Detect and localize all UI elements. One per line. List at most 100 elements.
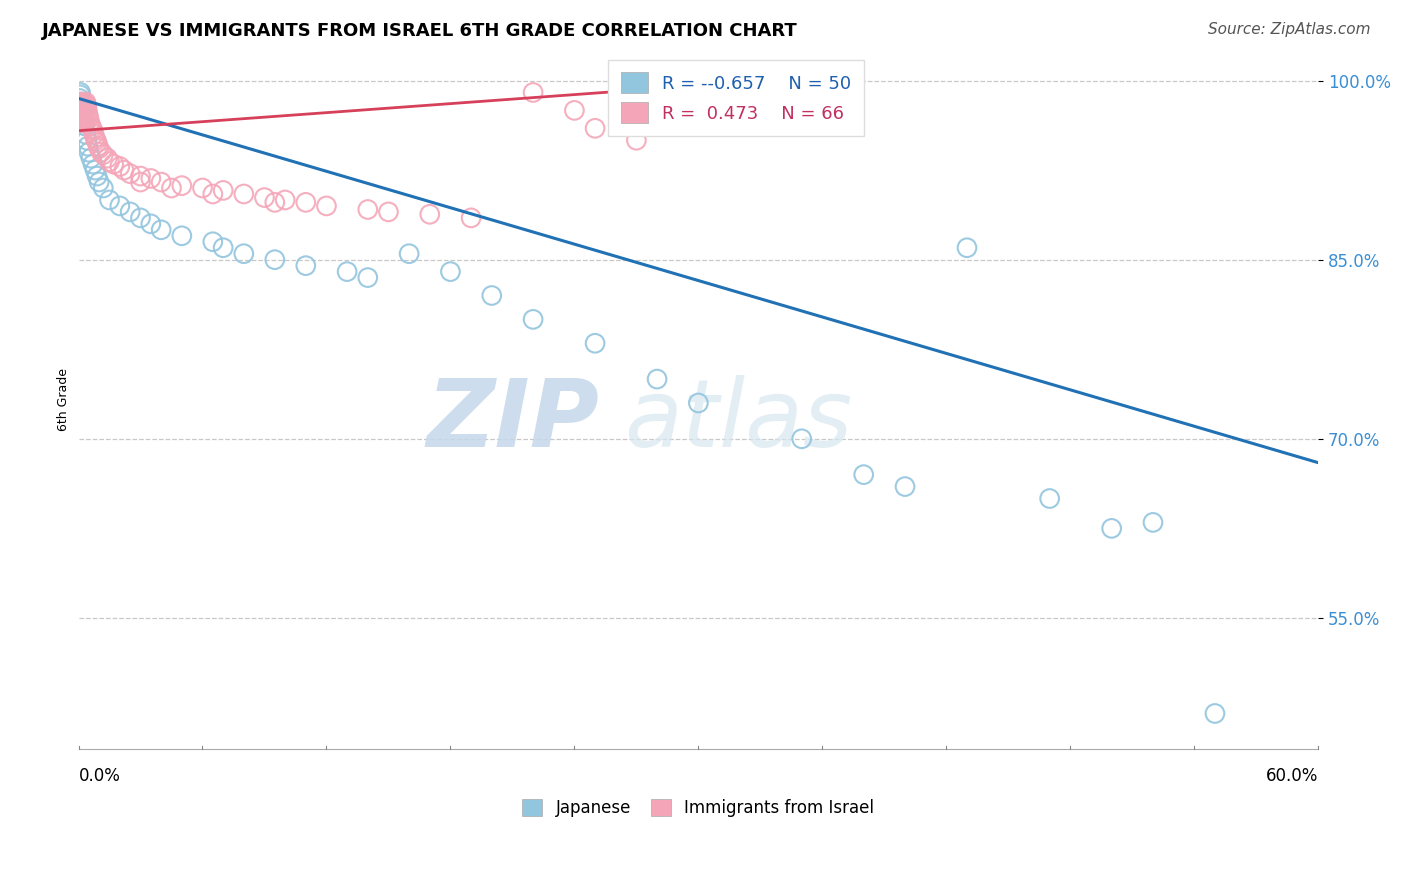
Point bbox=[129, 211, 152, 225]
Point bbox=[460, 211, 482, 225]
Point bbox=[201, 186, 224, 201]
Point bbox=[419, 207, 441, 221]
Point bbox=[82, 124, 104, 138]
Point bbox=[69, 87, 91, 102]
Text: Source: ZipAtlas.com: Source: ZipAtlas.com bbox=[1208, 22, 1371, 37]
Point bbox=[522, 312, 544, 326]
Point bbox=[160, 181, 183, 195]
Point bbox=[170, 178, 193, 193]
Point bbox=[91, 147, 114, 161]
Point bbox=[70, 95, 93, 109]
Point bbox=[76, 139, 98, 153]
Point bbox=[139, 217, 162, 231]
Point bbox=[75, 97, 97, 112]
Point bbox=[76, 107, 98, 121]
Point bbox=[89, 175, 111, 189]
Point bbox=[120, 167, 142, 181]
Point bbox=[645, 372, 668, 386]
Point bbox=[626, 133, 648, 147]
Point bbox=[98, 154, 121, 169]
Point bbox=[1204, 706, 1226, 721]
Point bbox=[73, 115, 96, 129]
Point bbox=[73, 100, 96, 114]
Point bbox=[103, 157, 125, 171]
Point bbox=[76, 100, 98, 114]
Point bbox=[70, 95, 93, 109]
Point bbox=[72, 107, 94, 121]
Point bbox=[790, 432, 813, 446]
Point bbox=[70, 103, 93, 118]
Point bbox=[84, 163, 107, 178]
Point bbox=[263, 195, 285, 210]
Point bbox=[75, 128, 97, 142]
Point bbox=[69, 86, 91, 100]
Point bbox=[77, 112, 100, 126]
Point bbox=[357, 270, 380, 285]
Point bbox=[377, 205, 399, 219]
Point bbox=[70, 109, 93, 123]
Point bbox=[73, 119, 96, 133]
Point bbox=[336, 264, 359, 278]
Text: JAPANESE VS IMMIGRANTS FROM ISRAEL 6TH GRADE CORRELATION CHART: JAPANESE VS IMMIGRANTS FROM ISRAEL 6TH G… bbox=[42, 22, 799, 40]
Legend: Japanese, Immigrants from Israel: Japanese, Immigrants from Israel bbox=[516, 793, 882, 824]
Point bbox=[72, 112, 94, 126]
Point bbox=[1142, 516, 1164, 530]
Point bbox=[398, 246, 420, 260]
Point bbox=[69, 97, 91, 112]
Point bbox=[70, 100, 93, 114]
Point bbox=[73, 112, 96, 126]
Point bbox=[956, 241, 979, 255]
Text: ZIP: ZIP bbox=[426, 375, 599, 467]
Point bbox=[315, 199, 337, 213]
Point bbox=[86, 169, 108, 183]
Point bbox=[522, 86, 544, 100]
Point bbox=[69, 100, 91, 114]
Point bbox=[294, 259, 316, 273]
Point bbox=[69, 103, 91, 118]
Point bbox=[583, 336, 606, 351]
Point bbox=[263, 252, 285, 267]
Point bbox=[83, 128, 105, 142]
Point bbox=[73, 107, 96, 121]
Point bbox=[274, 193, 297, 207]
Point bbox=[89, 142, 111, 156]
Point bbox=[80, 151, 103, 165]
Point bbox=[1101, 521, 1123, 535]
Point bbox=[73, 109, 96, 123]
Point bbox=[852, 467, 875, 482]
Point bbox=[90, 145, 112, 160]
Point bbox=[253, 190, 276, 204]
Point bbox=[70, 97, 93, 112]
Point bbox=[150, 223, 173, 237]
Point bbox=[80, 121, 103, 136]
Y-axis label: 6th Grade: 6th Grade bbox=[58, 368, 70, 432]
Point bbox=[72, 109, 94, 123]
Point bbox=[82, 157, 104, 171]
Point bbox=[1039, 491, 1062, 506]
Point bbox=[191, 181, 214, 195]
Point bbox=[76, 103, 98, 118]
Point bbox=[69, 109, 91, 123]
Point bbox=[76, 133, 98, 147]
Point bbox=[150, 175, 173, 189]
Point bbox=[72, 112, 94, 126]
Point bbox=[294, 195, 316, 210]
Point bbox=[201, 235, 224, 249]
Point bbox=[120, 205, 142, 219]
Point bbox=[70, 107, 93, 121]
Text: 0.0%: 0.0% bbox=[79, 767, 121, 785]
Point bbox=[98, 193, 121, 207]
Point bbox=[86, 136, 108, 150]
Point bbox=[77, 145, 100, 160]
Point bbox=[688, 396, 710, 410]
Text: 60.0%: 60.0% bbox=[1265, 767, 1319, 785]
Point bbox=[77, 109, 100, 123]
Point bbox=[232, 246, 254, 260]
Point bbox=[129, 169, 152, 183]
Point bbox=[72, 115, 94, 129]
Point bbox=[75, 97, 97, 112]
Point bbox=[84, 133, 107, 147]
Point bbox=[139, 171, 162, 186]
Point bbox=[108, 160, 131, 174]
Point bbox=[69, 91, 91, 105]
